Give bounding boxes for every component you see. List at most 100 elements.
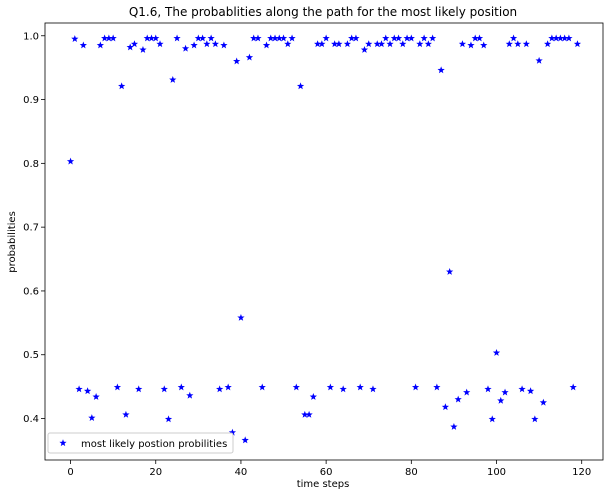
data-point: [75, 385, 83, 393]
data-point: [147, 34, 156, 42]
data-point: [475, 34, 484, 42]
legend-label: most likely postion probilities: [81, 439, 227, 450]
data-point: [305, 410, 313, 418]
data-point: [169, 75, 177, 83]
data-point: [518, 385, 526, 393]
data-point: [458, 40, 467, 48]
data-point: [352, 34, 360, 42]
data-point: [569, 383, 577, 391]
data-point: [267, 34, 275, 42]
data-point: [233, 57, 241, 65]
data-point: [314, 40, 322, 48]
data-point: [250, 34, 258, 42]
data-point: [296, 82, 305, 90]
data-points: [66, 34, 582, 444]
y-tick-label: 1.0: [23, 31, 39, 42]
x-tick-label: 60: [320, 467, 333, 478]
data-point: [101, 34, 109, 42]
data-point: [403, 34, 411, 42]
data-point: [190, 41, 198, 49]
data-point: [216, 385, 224, 393]
data-point: [275, 34, 283, 42]
data-point: [394, 34, 403, 42]
data-point: [135, 385, 143, 393]
data-point: [348, 34, 356, 42]
legend-star-marker: [59, 439, 67, 447]
data-point: [279, 34, 288, 42]
data-point: [373, 40, 381, 48]
data-point: [526, 387, 535, 395]
data-point: [309, 393, 317, 400]
data-point: [488, 415, 496, 423]
data-point: [399, 40, 407, 48]
data-point: [424, 40, 432, 48]
y-tick-label: 0.6: [23, 286, 39, 297]
y-tick-label: 0.5: [23, 350, 39, 361]
data-point: [411, 383, 420, 391]
data-point: [130, 40, 139, 48]
data-point: [446, 268, 454, 275]
data-point: [211, 40, 219, 48]
data-point: [531, 415, 539, 423]
x-axis-label: time steps: [297, 479, 350, 490]
data-point: [326, 383, 334, 391]
data-point: [271, 34, 279, 42]
data-point: [497, 396, 505, 404]
data-point: [505, 40, 513, 48]
data-point: [484, 385, 492, 393]
x-tick-label: 80: [405, 467, 418, 478]
data-point: [245, 53, 254, 61]
data-point: [254, 34, 262, 42]
data-point: [152, 34, 160, 42]
data-point: [420, 34, 428, 42]
data-point: [365, 40, 373, 48]
data-point: [429, 34, 437, 42]
chart-title: Q1.6, The probablities along the path fo…: [129, 5, 517, 19]
data-point: [573, 40, 582, 48]
plot-area: [44, 22, 604, 461]
data-point: [118, 82, 126, 90]
data-point: [228, 428, 237, 436]
legend-box: [47, 432, 234, 454]
data-point: [454, 395, 462, 403]
x-axis-ticks: 0 20 40 60 80 100 120: [67, 460, 591, 478]
data-point: [220, 41, 228, 49]
data-point: [284, 40, 292, 48]
data-point: [258, 383, 266, 391]
data-point: [96, 41, 104, 49]
data-point: [92, 393, 100, 400]
data-point: [471, 34, 479, 42]
data-point: [139, 45, 147, 53]
y-tick-label: 0.9: [23, 95, 39, 106]
data-point: [467, 41, 475, 49]
data-point: [241, 436, 249, 444]
data-point: [105, 34, 113, 42]
x-tick-label: 40: [235, 467, 248, 478]
data-point: [66, 157, 75, 165]
data-point: [194, 34, 202, 42]
x-tick-label: 20: [149, 467, 162, 478]
data-point: [561, 34, 569, 42]
data-point: [177, 383, 185, 391]
data-point: [492, 349, 501, 356]
data-point: [548, 34, 556, 42]
y-tick-label: 0.8: [23, 159, 39, 170]
data-point: [203, 40, 211, 48]
data-point: [450, 423, 458, 430]
legend: most likely postion probilities: [47, 432, 234, 454]
data-point: [207, 34, 215, 42]
data-point: [160, 385, 168, 393]
y-tick-label: 0.7: [23, 223, 39, 234]
data-point: [164, 415, 173, 423]
data-point: [224, 383, 232, 391]
data-point: [79, 41, 87, 49]
x-tick-label: 120: [572, 467, 591, 478]
data-point: [522, 40, 530, 48]
data-point: [480, 41, 488, 49]
y-axis-label: probabilities: [7, 211, 18, 273]
data-point: [535, 56, 543, 64]
data-point: [382, 34, 390, 42]
data-point: [331, 40, 339, 48]
data-point: [181, 44, 190, 52]
data-point: [335, 40, 343, 48]
